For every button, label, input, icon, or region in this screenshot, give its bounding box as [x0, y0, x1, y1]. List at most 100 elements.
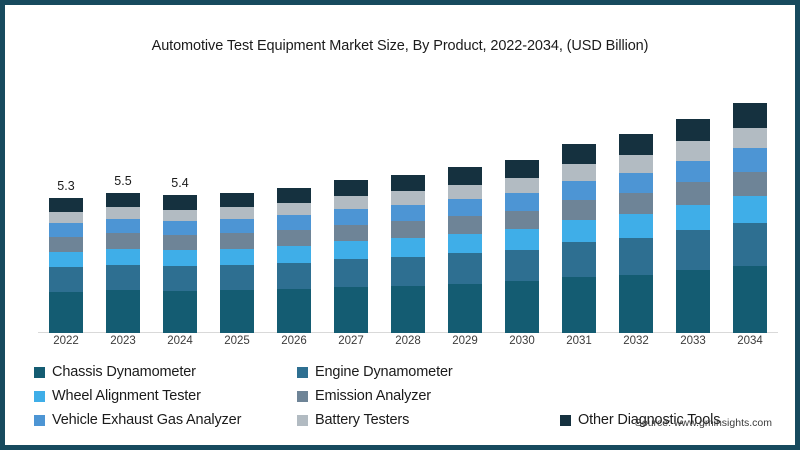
- stacked-bar: [505, 159, 539, 333]
- x-tick-2027: 2027: [338, 335, 364, 347]
- bar-segment: [676, 160, 710, 183]
- bar-segment: [277, 245, 311, 263]
- bar-segment: [49, 222, 83, 237]
- bar-segment: [676, 118, 710, 142]
- legend-item[interactable]: Engine Dynamometer: [297, 360, 556, 384]
- stacked-bar: [106, 192, 140, 333]
- bar-segment: [334, 259, 368, 288]
- bar-segment: [277, 289, 311, 333]
- bar-segment: [277, 230, 311, 246]
- stacked-bar: [334, 179, 368, 333]
- legend-swatch-icon: [560, 414, 571, 426]
- legend-item[interactable]: Vehicle Exhaust Gas Analyzer: [34, 408, 293, 432]
- bar-segment: [448, 198, 482, 216]
- legend-label: Engine Dynamometer: [315, 364, 453, 380]
- x-tick-2033: 2033: [680, 335, 706, 347]
- bar-segment: [163, 250, 197, 267]
- x-tick-2030: 2030: [509, 335, 535, 347]
- bar-segment: [163, 235, 197, 251]
- bar-segment: [334, 287, 368, 333]
- bar-segment: [277, 187, 311, 203]
- bar-segment: [619, 192, 653, 215]
- bar-segment: [562, 200, 596, 221]
- legend-item[interactable]: Wheel Alignment Tester: [34, 384, 293, 408]
- legend-item[interactable]: Battery Testers: [297, 408, 556, 432]
- bar-segment: [619, 274, 653, 333]
- legend-label: Emission Analyzer: [315, 388, 431, 404]
- x-tick-2025: 2025: [224, 335, 250, 347]
- legend-item[interactable]: Emission Analyzer: [297, 384, 556, 408]
- bar-segment: [562, 144, 596, 165]
- bar-segment: [391, 204, 425, 222]
- bar-segment: [220, 290, 254, 333]
- stacked-bar: [220, 192, 254, 333]
- bar-segment: [733, 148, 767, 172]
- bar-segment: [391, 238, 425, 257]
- bar-segment: [619, 172, 653, 193]
- bar-segment: [163, 209, 197, 221]
- bar-segment: [619, 237, 653, 275]
- bar-segment: [163, 291, 197, 333]
- x-tick-2034: 2034: [737, 335, 763, 347]
- x-tick-2022: 2022: [53, 335, 79, 347]
- bar-segment: [49, 211, 83, 223]
- bar-segment: [676, 270, 710, 333]
- stacked-bar: [391, 174, 425, 333]
- bar-segment: [448, 283, 482, 333]
- bar-segment: [106, 290, 140, 333]
- bar-segment: [106, 248, 140, 266]
- bar-segment: [49, 236, 83, 252]
- bar-segment: [49, 251, 83, 268]
- stacked-bar: [277, 187, 311, 333]
- plot-area: 5.3 5.5 5.4: [38, 88, 778, 333]
- bar-segment: [562, 277, 596, 333]
- bar-segment: [391, 221, 425, 239]
- stacked-bar: [619, 133, 653, 333]
- legend-item[interactable]: Chassis Dynamometer: [34, 360, 293, 384]
- legend-item[interactable]: Other Diagnostic Tools: [560, 408, 770, 432]
- bar-segment: [49, 197, 83, 212]
- bar-segment: [448, 215, 482, 234]
- bar-segment: [505, 159, 539, 178]
- bar-segment: [106, 207, 140, 219]
- legend-swatch-icon: [297, 390, 308, 402]
- bar-segment: [448, 167, 482, 185]
- bar-segment: [676, 182, 710, 206]
- bar-segment: [391, 285, 425, 333]
- bar-segment: [505, 249, 539, 282]
- x-tick-2024: 2024: [167, 335, 193, 347]
- stacked-bar: [448, 167, 482, 333]
- x-tick-2029: 2029: [452, 335, 478, 347]
- chart-canvas: Automotive Test Equipment Market Size, B…: [5, 5, 795, 445]
- bar-segment: [106, 218, 140, 234]
- bar-segment: [676, 205, 710, 231]
- bar-segment: [391, 191, 425, 205]
- bar-segment: [163, 195, 197, 210]
- bar-segment: [505, 177, 539, 193]
- legend-label: Chassis Dynamometer: [52, 364, 196, 380]
- x-tick-2032: 2032: [623, 335, 649, 347]
- bar-segment: [733, 127, 767, 149]
- legend-swatch-icon: [297, 366, 308, 378]
- bar-segment: [391, 256, 425, 286]
- bar-segment: [334, 209, 368, 225]
- bar-segment: [334, 224, 368, 242]
- bar-segment: [733, 266, 767, 333]
- bar-segment: [448, 184, 482, 199]
- bar-value-label: 5.3: [57, 178, 75, 193]
- bar-segment: [163, 221, 197, 236]
- x-tick-2023: 2023: [110, 335, 136, 347]
- bar-segment: [733, 103, 767, 128]
- bar-segment: [391, 174, 425, 192]
- chart-title: Automotive Test Equipment Market Size, B…: [151, 38, 649, 54]
- bar-segment: [49, 267, 83, 292]
- bar-segment: [106, 192, 140, 208]
- bar-segment: [733, 223, 767, 267]
- stacked-bar: [163, 195, 197, 333]
- bar-segment: [448, 253, 482, 284]
- bar-segment: [505, 281, 539, 333]
- bar-segment: [220, 248, 254, 266]
- bar-segment: [619, 214, 653, 238]
- legend-swatch-icon: [34, 390, 45, 402]
